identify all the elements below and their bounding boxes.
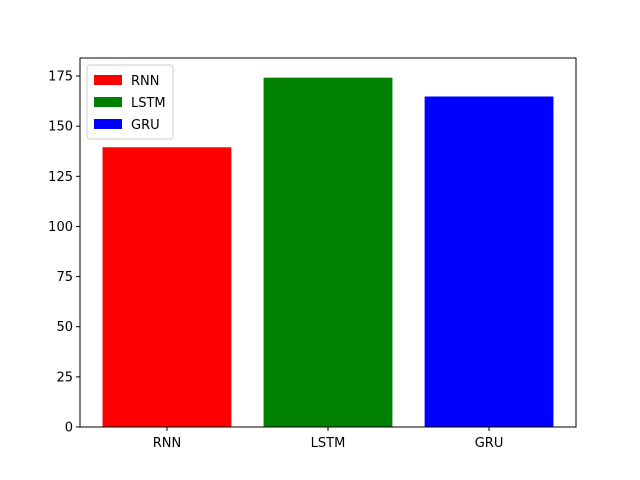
y-tick-label: 150: [48, 120, 73, 135]
bar-lstm: [263, 77, 393, 427]
bar-gru: [424, 96, 554, 428]
y-tick-label: 175: [48, 70, 73, 85]
legend-swatch-lstm: [94, 97, 122, 107]
y-tick-label: 75: [56, 270, 73, 285]
y-tick-label: 125: [48, 170, 73, 185]
x-axis: RNN LSTM GRU: [153, 427, 504, 451]
y-tick-label: 100: [48, 220, 73, 235]
y-tick-label: 0: [65, 421, 73, 436]
legend-swatch-gru: [94, 119, 122, 129]
legend-swatch-rnn: [94, 75, 122, 85]
y-axis: 0 25 50 75 100 125 150 175: [48, 70, 80, 436]
legend-label-gru: GRU: [131, 118, 160, 133]
x-tick-label-lstm: LSTM: [311, 436, 346, 451]
y-tick-label: 25: [56, 370, 73, 385]
bar-rnn: [102, 147, 232, 427]
legend-label-rnn: RNN: [131, 74, 159, 89]
x-tick-label-rnn: RNN: [153, 436, 181, 451]
y-tick-label: 50: [56, 320, 73, 335]
bars-group: [102, 77, 554, 428]
legend-label-lstm: LSTM: [131, 96, 166, 111]
plot-frame: [79, 57, 577, 428]
legend: RNN LSTM GRU: [86, 64, 174, 140]
x-tick-label-gru: GRU: [475, 436, 504, 451]
